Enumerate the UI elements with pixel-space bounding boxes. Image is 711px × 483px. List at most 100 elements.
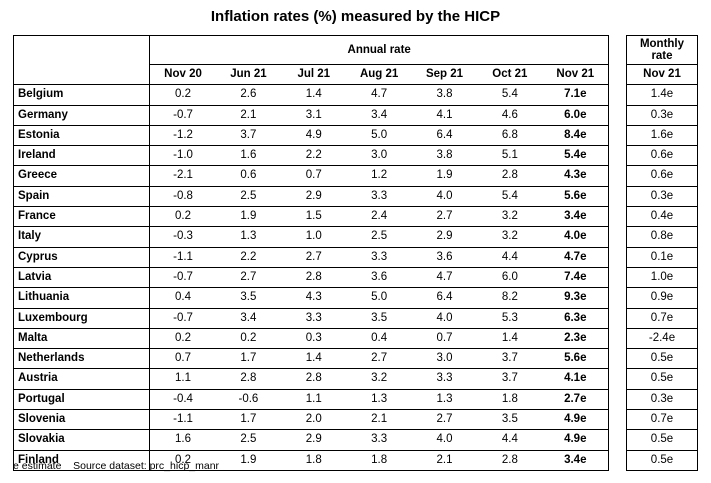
annual-rate-cell: 7.4e (542, 267, 609, 289)
period-header: Sep 21 (411, 64, 478, 86)
table-row: Germany -0.7 2.1 3.1 3.4 4.1 4.6 6.0e (13, 105, 609, 126)
annual-rate-cell: 2.5 (346, 226, 412, 248)
country-name: Slovenia (13, 409, 151, 431)
annual-rate-cell: 1.3 (215, 226, 282, 248)
annual-rate-cell: 3.4 (215, 308, 282, 329)
annual-rate-cell: 1.1 (149, 368, 216, 390)
country-name: Greece (13, 165, 151, 187)
table-row: 1.6e (626, 125, 698, 147)
annual-rate-cell: -1.0 (149, 145, 216, 167)
annual-rate-cell: -0.7 (149, 105, 216, 126)
annual-rate-cell: 6.0 (477, 267, 543, 289)
country-name: Latvia (13, 267, 151, 289)
annual-rate-cell: 0.6 (215, 165, 282, 187)
annual-rate-cell: 3.3 (411, 368, 478, 390)
annual-rate-cell: 2.2 (281, 145, 347, 167)
annual-rate-cell: 0.7 (149, 348, 216, 370)
annual-rate-cell: 1.8 (477, 389, 543, 411)
annual-rate-cell: 2.7e (542, 389, 609, 411)
annual-rate-cell: 0.2 (149, 84, 216, 106)
table-row: 0.3e (626, 105, 698, 126)
annual-rate-cell: 2.8 (281, 267, 347, 289)
annual-rate-cell: 2.1 (436, 453, 453, 466)
annual-rate-cell: 4.1e (542, 368, 609, 390)
annual-rate-cell: 1.9 (240, 453, 257, 466)
annual-rate-cell: 3.4e (542, 206, 609, 228)
annual-rate-cell: 1.4 (477, 328, 543, 350)
table-row: 0.5e (626, 348, 698, 370)
annual-rate-cell: 2.0 (281, 409, 347, 431)
annual-rate-cell: 7.1e (542, 84, 609, 106)
monthly-rate-cell: 0.5e (650, 453, 674, 466)
annual-rate-cell: 6.4 (411, 125, 478, 147)
country-name: Netherlands (13, 348, 151, 370)
table-row: 0.5e (627, 450, 698, 470)
annual-rate-cell: 6.3e (542, 308, 609, 329)
table-row: Netherlands 0.7 1.7 1.4 2.7 3.0 3.7 5.6e (13, 348, 609, 370)
annual-rate-cell: 0.4 (149, 287, 216, 309)
annual-rate-cell: 2.5 (215, 429, 282, 451)
table-row: Finland 0.2 1.9 1.8 1.8 2.1 2.8 3.4e (13, 450, 609, 471)
annual-rate-cell: 2.8 (477, 165, 543, 187)
annual-rate-cell: 2.1 (346, 409, 412, 431)
annual-rate-cell: 0.3 (281, 328, 347, 350)
annual-rate-cell: 6.0e (542, 105, 609, 126)
annual-rate-cell: 1.3 (346, 389, 412, 411)
annual-rate-cell: 3.7 (215, 125, 282, 147)
country-name: Lithuania (13, 287, 151, 309)
table-row: Slovenia -1.1 1.7 2.0 2.1 2.7 3.5 4.9e (13, 409, 609, 431)
annual-rate-cell: 3.6 (346, 267, 412, 289)
annual-rate-cell: 4.9e (542, 429, 609, 451)
annual-rate-cell: 2.8 (501, 453, 518, 466)
annual-rate-cell: 0.7 (281, 165, 347, 187)
table-row: Spain -0.8 2.5 2.9 3.3 4.0 5.4 5.6e (13, 186, 609, 208)
table-row: Greece -2.1 0.6 0.7 1.2 1.9 2.8 4.3e (13, 165, 609, 187)
annual-rate-cell: 5.0 (346, 125, 412, 147)
table-row: 0.1e (626, 247, 698, 268)
table-row: France 0.2 1.9 1.5 2.4 2.7 3.2 3.4e (13, 206, 609, 228)
annual-rate-cell: 3.7 (477, 368, 543, 390)
annual-rate-cell: 6.8 (477, 125, 543, 147)
table-row: 0.3e (626, 389, 698, 411)
period-header: Aug 21 (346, 64, 412, 86)
country-name: France (13, 206, 151, 228)
table-row: Estonia -1.2 3.7 4.9 5.0 6.4 6.8 8.4e (13, 125, 609, 147)
country-name: Austria (13, 368, 151, 390)
annual-rate-cell: 3.0 (346, 145, 412, 167)
country-name: Belgium (13, 84, 151, 106)
annual-rate-cell: 5.4 (477, 186, 543, 208)
country-name: Malta (13, 328, 151, 350)
annual-rate-cell: 3.2 (477, 206, 543, 228)
monthly-rate-cell: 0.9e (626, 287, 698, 309)
table-row: 1.4e (626, 84, 698, 106)
annual-rate-cell: -1.2 (149, 125, 216, 147)
table-row: 0.4e (626, 206, 698, 228)
monthly-rate-cell: 1.6e (626, 125, 698, 147)
annual-rate-cell: 2.1 (215, 105, 282, 126)
country-name: Germany (13, 105, 151, 126)
source-dataset-link[interactable]: prc_hicp_manr (149, 460, 220, 472)
annual-rate-cell: 4.0e (542, 226, 609, 248)
monthly-rate-table: Monthly rate Nov 21 1.4e 0.3e 1.6e 0.6e 0.6e… (626, 35, 698, 471)
annual-rate-cell: 1.9 (215, 206, 282, 228)
annual-rate-cell: 2.7 (281, 247, 347, 268)
annual-rate-cell: 2.7 (215, 267, 282, 289)
period-header: Jun 21 (215, 64, 282, 86)
annual-rate-cell: -0.6 (215, 389, 282, 411)
table-row: Austria 1.1 2.8 2.8 3.2 3.3 3.7 4.1e (13, 368, 609, 390)
country-name: Cyprus (13, 247, 151, 268)
annual-rate-cell: 4.9e (542, 409, 609, 431)
annual-rate-cell: 1.3 (411, 389, 478, 411)
annual-rate-cell: 0.2 (149, 328, 216, 350)
monthly-rate-cell: 0.1e (626, 247, 698, 268)
table-row: -2.4e (626, 328, 698, 350)
table-row: Italy -0.3 1.3 1.0 2.5 2.9 3.2 4.0e (13, 226, 609, 248)
annual-rate-cell: -0.3 (149, 226, 216, 248)
annual-rate-cell: 4.6 (477, 105, 543, 126)
monthly-rate-cell: 0.5e (626, 429, 698, 451)
annual-rate-cell: -0.4 (149, 389, 216, 411)
table-row: Slovakia 1.6 2.5 2.9 3.3 4.0 4.4 4.9e (13, 429, 609, 451)
table-row: 0.6e (626, 165, 698, 187)
annual-rate-cell: 2.7 (411, 206, 478, 228)
annual-rate-cell: 0.2 (175, 453, 192, 466)
